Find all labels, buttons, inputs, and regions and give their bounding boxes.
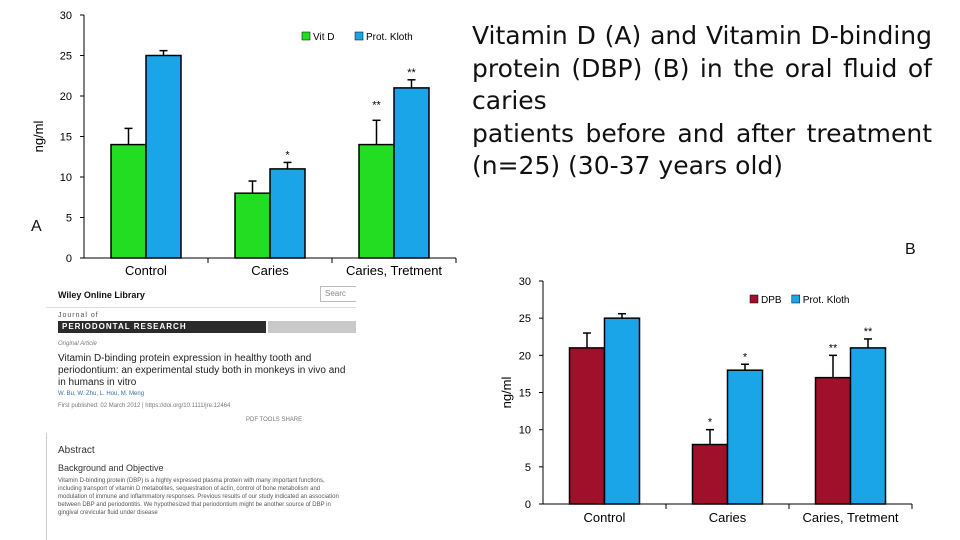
significance-marker: * bbox=[708, 417, 713, 429]
y-axis-label: ng/ml bbox=[31, 120, 46, 152]
article-authors[interactable]: W. Bu, W. Zhu, L. Hou, M. Meng bbox=[58, 391, 145, 397]
journal-banner-image bbox=[268, 321, 356, 333]
bar-prot-kloth-0 bbox=[603, 317, 641, 505]
y-tick-label: 0 bbox=[66, 253, 72, 265]
significance-marker: * bbox=[285, 149, 290, 161]
x-category-label: Control bbox=[125, 263, 167, 278]
title-line-1: Vitamin D (A) and Vitamin D-binding bbox=[472, 21, 932, 50]
panel-a-label: A bbox=[31, 218, 42, 235]
y-tick-label: 10 bbox=[60, 172, 72, 184]
title-line-3: patients before and after treatment bbox=[472, 118, 932, 148]
bar-dpb-2 bbox=[814, 376, 852, 505]
journal-name-banner[interactable]: PERIODONTAL RESEARCH bbox=[58, 321, 266, 333]
y-tick-label: 15 bbox=[60, 132, 72, 144]
y-tick-label: 0 bbox=[525, 499, 531, 511]
y-tick-label: 20 bbox=[519, 350, 531, 362]
article-type: Original Article bbox=[58, 341, 97, 347]
legend-label: Prot. Kloth bbox=[803, 295, 850, 306]
panel-b-label: B bbox=[905, 241, 916, 258]
abstract-heading: Abstract bbox=[58, 445, 95, 456]
bar-prot-kloth-2 bbox=[849, 347, 887, 505]
publication-line: First published: 02 March 2012 | https:/… bbox=[58, 403, 231, 409]
x-category-label: Caries, Tretment bbox=[346, 263, 442, 278]
y-tick-label: 5 bbox=[525, 462, 531, 474]
abstract-subheading: Background and Objective bbox=[58, 463, 164, 473]
search-input[interactable]: Searc bbox=[320, 286, 356, 302]
bar-dpb-0 bbox=[568, 347, 606, 505]
abstract-border bbox=[46, 433, 47, 540]
x-category-label: Caries bbox=[709, 510, 747, 525]
title-line-2: protein (DBP) (B) in the oral fluid of c… bbox=[472, 53, 932, 116]
y-tick-label: 20 bbox=[60, 91, 72, 103]
legend-swatch bbox=[791, 294, 801, 304]
legend-label: Vit D bbox=[313, 32, 335, 43]
title-line-4: (n=25) (30-37 years old) bbox=[472, 151, 784, 180]
y-tick-label: 5 bbox=[66, 213, 72, 225]
significance-marker: ** bbox=[407, 67, 416, 79]
bar-prot-kloth-2 bbox=[393, 87, 430, 259]
article-title: Vitamin D-binding protein expression in … bbox=[58, 353, 346, 388]
y-tick-label: 15 bbox=[519, 388, 531, 400]
x-category-label: Control bbox=[584, 510, 626, 525]
x-category-label: Caries bbox=[251, 263, 289, 278]
legend-swatch bbox=[354, 31, 364, 41]
abstract-text: Vitamin D-binding protein (DBP) is a hig… bbox=[58, 478, 339, 516]
y-tick-label: 25 bbox=[519, 313, 531, 325]
legend-label: Prot. Kloth bbox=[366, 32, 413, 43]
legend-label: DPB bbox=[761, 295, 782, 306]
wiley-library-logo: Wiley Online Library bbox=[58, 290, 145, 300]
y-tick-label: 30 bbox=[60, 10, 72, 22]
y-tick-label: 30 bbox=[519, 276, 531, 288]
journal-snapshot: Wiley Online Library Searc Journal of PE… bbox=[46, 283, 356, 540]
bar-vit-d-2 bbox=[358, 143, 395, 259]
bar-dpb-1 bbox=[691, 443, 729, 505]
significance-marker: ** bbox=[372, 99, 381, 111]
significance-marker: * bbox=[743, 351, 748, 363]
x-category-label: Caries, Tretment bbox=[802, 510, 898, 525]
legend-swatch bbox=[301, 31, 311, 41]
bar-prot-kloth-1 bbox=[726, 369, 764, 505]
significance-marker: ** bbox=[864, 326, 873, 338]
journal-of-label: Journal of bbox=[58, 312, 99, 319]
slide-title: Vitamin D (A) and Vitamin D-binding prot… bbox=[472, 20, 932, 183]
significance-marker: ** bbox=[829, 342, 838, 354]
y-axis-label: ng/ml bbox=[499, 376, 514, 408]
header-divider bbox=[46, 307, 356, 308]
legend-swatch bbox=[749, 294, 759, 304]
y-tick-label: 25 bbox=[60, 51, 72, 63]
y-tick-label: 10 bbox=[519, 425, 531, 437]
bar-prot-kloth-0 bbox=[145, 54, 182, 259]
article-actions[interactable]: PDF TOOLS SHARE bbox=[246, 417, 303, 423]
